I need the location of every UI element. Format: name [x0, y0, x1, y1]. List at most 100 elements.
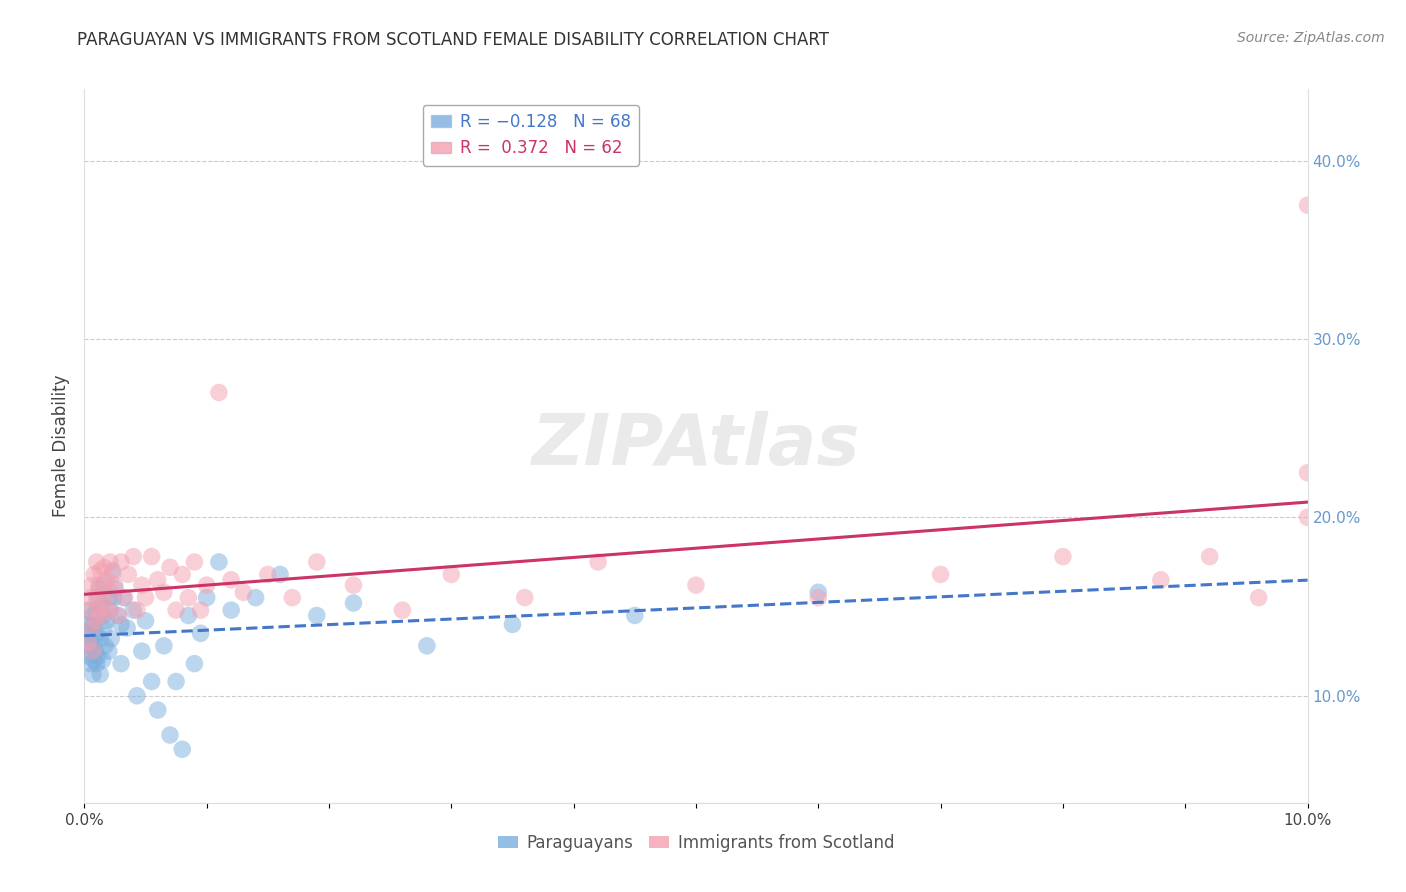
Point: [195, 578, 218, 592]
Point: [80, 621, 103, 635]
Point: [84, 614, 107, 628]
Point: [87, 603, 110, 617]
Point: [82, 644, 104, 658]
Point: [1296, 466, 1319, 480]
Point: [110, 555, 132, 569]
Point: [141, 674, 163, 689]
Point: [125, 603, 148, 617]
Point: [305, 555, 328, 569]
Point: [1198, 549, 1220, 564]
Point: [80, 578, 103, 592]
Point: [1296, 198, 1319, 212]
Point: [219, 573, 242, 587]
Point: [91, 608, 114, 623]
Point: [79, 632, 101, 646]
Point: [86, 603, 108, 617]
Point: [89, 667, 111, 681]
Point: [117, 567, 139, 582]
Point: [97, 644, 120, 658]
Point: [172, 742, 194, 756]
Point: [110, 657, 132, 671]
Point: [807, 585, 830, 599]
Point: [114, 591, 136, 605]
Point: [146, 703, 169, 717]
Point: [82, 608, 104, 623]
Point: [91, 653, 114, 667]
Point: [502, 617, 524, 632]
Point: [100, 585, 122, 599]
Point: [122, 549, 145, 564]
Point: [131, 644, 153, 658]
Point: [172, 567, 194, 582]
Point: [83, 653, 105, 667]
Point: [105, 608, 128, 623]
Legend: Paraguayans, Immigrants from Scotland: Paraguayans, Immigrants from Scotland: [491, 828, 901, 859]
Point: [93, 578, 115, 592]
Point: [77, 639, 100, 653]
Point: [89, 632, 111, 646]
Point: [98, 555, 121, 569]
Point: [83, 567, 105, 582]
Point: [100, 632, 122, 646]
Point: [107, 608, 129, 623]
Point: [586, 555, 609, 569]
Point: [98, 603, 121, 617]
Point: [440, 567, 463, 582]
Point: [87, 591, 110, 605]
Point: [79, 657, 101, 671]
Point: [115, 621, 138, 635]
Point: [177, 608, 200, 623]
Point: [153, 639, 176, 653]
Point: [91, 585, 114, 599]
Point: [190, 603, 212, 617]
Point: [342, 578, 364, 592]
Point: [135, 591, 157, 605]
Point: [190, 626, 212, 640]
Point: [416, 639, 439, 653]
Point: [1296, 510, 1319, 524]
Point: [96, 573, 118, 587]
Point: [86, 657, 108, 671]
Point: [80, 621, 103, 635]
Point: [87, 649, 110, 664]
Point: [219, 603, 242, 617]
Point: [1150, 573, 1173, 587]
Point: [110, 617, 132, 632]
Point: [245, 591, 267, 605]
Point: [1247, 591, 1270, 605]
Point: [183, 657, 205, 671]
Point: [103, 591, 125, 605]
Point: [513, 591, 536, 605]
Point: [97, 603, 120, 617]
Point: [208, 385, 231, 400]
Point: [112, 591, 135, 605]
Point: [87, 578, 110, 592]
Point: [195, 591, 218, 605]
Point: [84, 614, 107, 628]
Text: ZIPAtlas: ZIPAtlas: [531, 411, 860, 481]
Point: [84, 644, 107, 658]
Point: [165, 603, 187, 617]
Point: [77, 649, 100, 664]
Point: [76, 626, 98, 640]
Point: [685, 578, 707, 592]
Point: [86, 555, 108, 569]
Point: [183, 555, 205, 569]
Point: [101, 564, 124, 578]
Point: [305, 608, 328, 623]
Text: PARAGUAYAN VS IMMIGRANTS FROM SCOTLAND FEMALE DISABILITY CORRELATION CHART: PARAGUAYAN VS IMMIGRANTS FROM SCOTLAND F…: [77, 31, 830, 49]
Point: [141, 549, 163, 564]
Point: [122, 603, 145, 617]
Point: [104, 582, 127, 596]
Point: [82, 667, 104, 681]
Point: [86, 626, 108, 640]
Point: [208, 555, 231, 569]
Point: [77, 603, 100, 617]
Point: [104, 578, 127, 592]
Point: [342, 596, 364, 610]
Point: [232, 585, 254, 599]
Point: [94, 599, 117, 614]
Point: [97, 591, 120, 605]
Point: [131, 578, 153, 592]
Point: [159, 560, 181, 574]
